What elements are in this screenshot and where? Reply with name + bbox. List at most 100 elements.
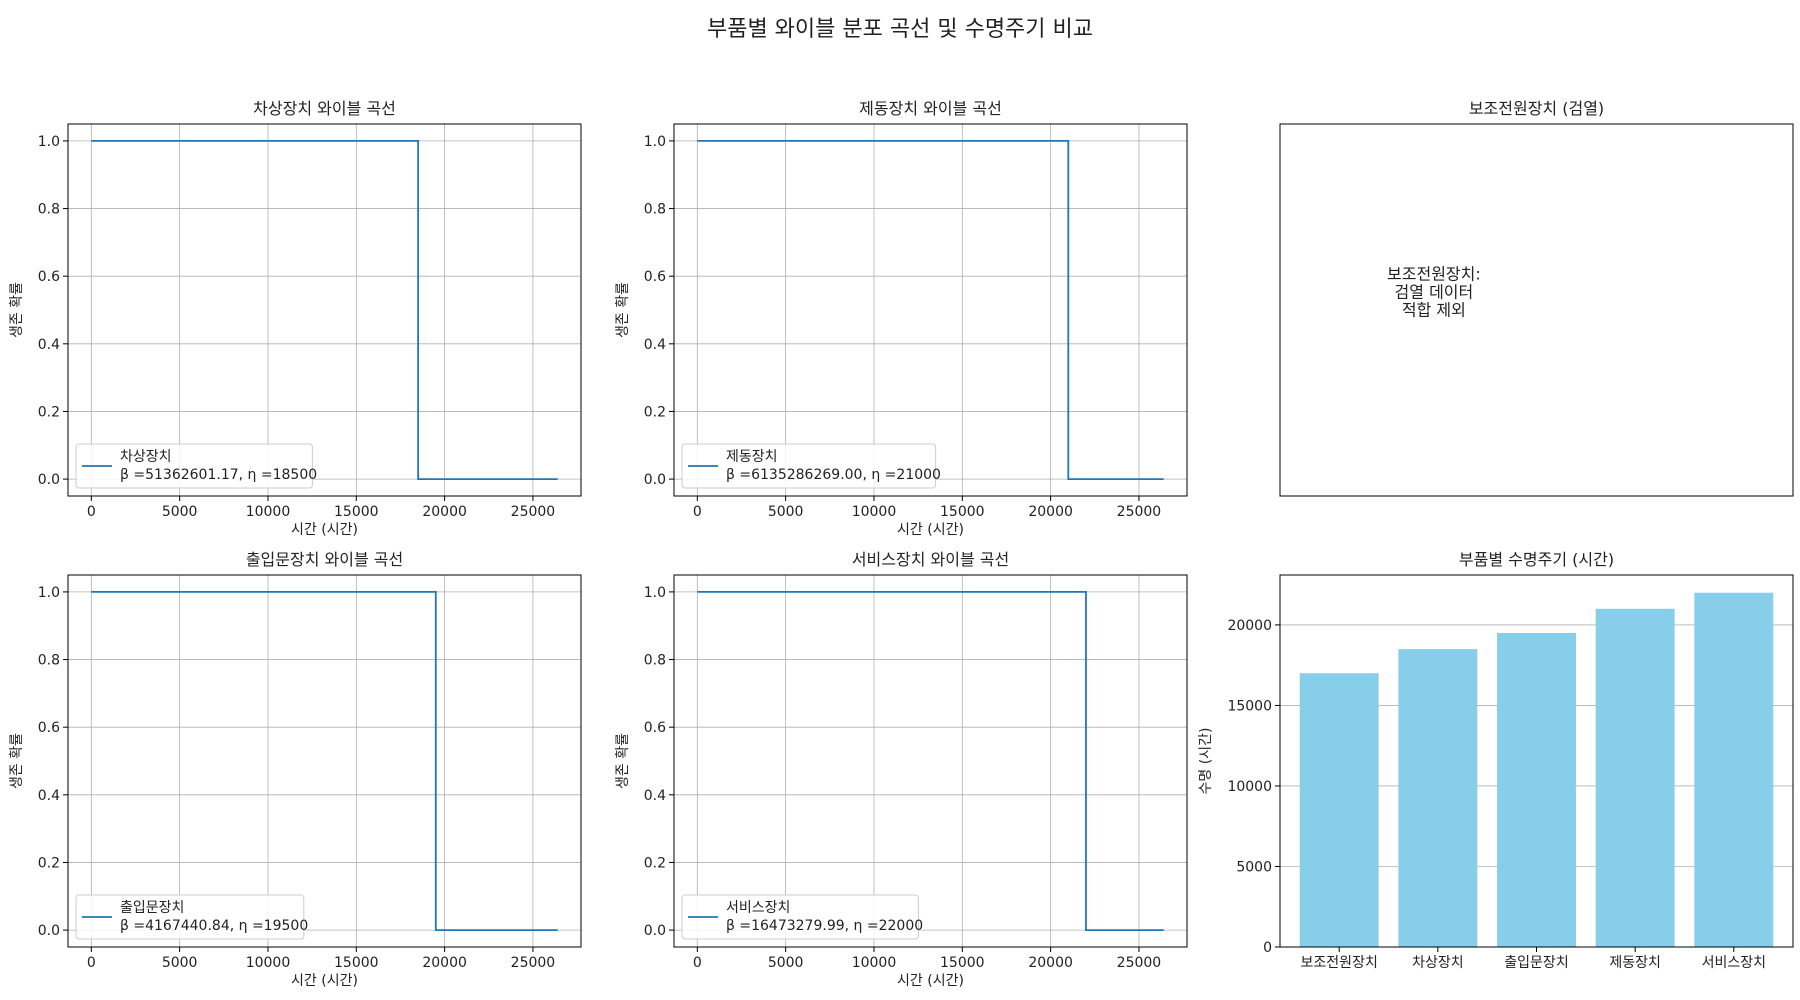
legend-parameters: β =6135286269.00, η =21000 — [726, 467, 941, 483]
axes-frame — [673, 574, 1188, 948]
panels-group: 차상장치 와이블 곡선 0 5000 10000 15000 20000 25000 0.0 0… — [9, 99, 1794, 989]
x-tick-label: 제동장치 — [1609, 955, 1661, 971]
survival-line-제동장치 — [697, 140, 1164, 480]
y-tick-label: 0.8 — [644, 653, 666, 669]
y-tick-label: 0.2 — [644, 855, 666, 871]
x-axis-label: 시간 (시간) — [291, 522, 358, 538]
legend-series-name: 서비스장치 — [726, 900, 790, 916]
y-tick-label: 0.0 — [644, 923, 666, 939]
x-tick-label: 0 — [693, 504, 702, 520]
x-tick-label: 5000 — [768, 504, 804, 520]
x-tick-label: 5000 — [768, 955, 804, 971]
x-tick-label: 서비스장치 — [1702, 955, 1766, 971]
legend-parameters: β =51362601.17, η =18500 — [120, 467, 317, 483]
y-tick-label: 1.0 — [38, 585, 60, 601]
y-tick-label: 0.6 — [644, 269, 666, 285]
y-tick-label: 1.0 — [644, 585, 666, 601]
legend-box — [75, 894, 305, 940]
legend: 서비스장치 β =16473279.99, η =22000 — [681, 894, 923, 940]
y-tick-label: 0.6 — [38, 720, 60, 736]
x-tick-label: 0 — [87, 955, 96, 971]
subplot-p6: 부품별 수명주기 (시간) 보조전원장치 차상장치 출입문장치 제동장치 서비스장치 0 50… — [1198, 550, 1794, 971]
survival-line-차상장치 — [91, 140, 558, 480]
legend-parameters: β =16473279.99, η =22000 — [726, 918, 923, 934]
axes-frame — [67, 574, 582, 948]
x-tick-label: 10000 — [852, 955, 897, 971]
y-axis-label: 수명 (시간) — [1198, 728, 1214, 795]
y-tick-label: 0.8 — [38, 653, 60, 669]
y-tick-label: 0.4 — [644, 788, 666, 804]
x-tick-label: 25000 — [1117, 504, 1162, 520]
x-tick-label: 보조전원장치 — [1301, 955, 1378, 971]
y-tick-label: 1.0 — [38, 134, 60, 150]
x-tick-label: 25000 — [511, 504, 556, 520]
x-tick-label: 5000 — [162, 955, 198, 971]
subplot-title: 부품별 수명주기 (시간) — [1459, 550, 1614, 569]
x-tick-label: 0 — [693, 955, 702, 971]
legend: 차상장치 β =51362601.17, η =18500 — [75, 443, 317, 489]
x-tick-label: 20000 — [422, 955, 467, 971]
y-axis-label: 생존 확률 — [615, 282, 631, 338]
y-tick-label: 1.0 — [644, 134, 666, 150]
x-tick-label: 5000 — [162, 504, 198, 520]
y-tick-label: 0 — [1263, 940, 1272, 956]
legend: 제동장치 β =6135286269.00, η =21000 — [681, 443, 941, 489]
bar-출입문장치 — [1497, 632, 1576, 947]
y-tick-label: 0.6 — [644, 720, 666, 736]
survival-line-출입문장치 — [91, 591, 558, 931]
y-axis-label: 생존 확률 — [615, 733, 631, 789]
censored-note-line: 검열 데이터 — [1395, 282, 1474, 301]
x-axis-label: 시간 (시간) — [897, 522, 964, 538]
x-tick-label: 20000 — [1028, 504, 1073, 520]
y-tick-label: 0.2 — [644, 404, 666, 420]
legend-series-name: 제동장치 — [726, 449, 778, 465]
y-tick-label: 0.2 — [38, 855, 60, 871]
x-tick-label: 출입문장치 — [1504, 955, 1568, 971]
x-tick-label: 15000 — [334, 955, 379, 971]
x-tick-label: 15000 — [940, 504, 985, 520]
subplot-title: 차상장치 와이블 곡선 — [253, 99, 396, 118]
y-tick-label: 20000 — [1227, 618, 1272, 634]
legend-box — [75, 443, 313, 489]
bar-보조전원장치 — [1299, 673, 1379, 947]
subplot-title: 서비스장치 와이블 곡선 — [852, 550, 1009, 569]
subplot-title: 보조전원장치 (검열) — [1469, 99, 1604, 118]
legend-box — [681, 894, 919, 940]
figure-suptitle: 부품별 와이블 분포 곡선 및 수명주기 비교 — [707, 17, 1093, 42]
legend-parameters: β =4167440.84, η =19500 — [120, 918, 308, 934]
subplot-p1: 차상장치 와이블 곡선 0 5000 10000 15000 20000 25000 0.0 0… — [9, 99, 582, 538]
censored-note-line: 보조전원장치: — [1387, 264, 1481, 283]
x-tick-label: 20000 — [422, 504, 467, 520]
censored-note-line: 적합 제외 — [1402, 300, 1466, 319]
y-tick-label: 0.8 — [38, 202, 60, 218]
bar-서비스장치 — [1694, 592, 1774, 947]
x-tick-label: 0 — [87, 504, 96, 520]
y-tick-label: 0.4 — [644, 337, 666, 353]
legend-series-name: 차상장치 — [120, 449, 172, 465]
x-tick-label: 15000 — [940, 955, 985, 971]
subplot-p4: 출입문장치 와이블 곡선 0 5000 10000 15000 20000 25000 0.0… — [9, 550, 582, 989]
x-tick-label: 15000 — [334, 504, 379, 520]
legend-series-name: 출입문장치 — [120, 900, 184, 916]
subplot-title: 제동장치 와이블 곡선 — [859, 99, 1002, 118]
axes-frame — [67, 123, 582, 497]
y-tick-label: 0.6 — [38, 269, 60, 285]
legend: 출입문장치 β =4167440.84, η =19500 — [75, 894, 308, 940]
x-tick-label: 25000 — [511, 955, 556, 971]
survival-line-서비스장치 — [697, 591, 1164, 931]
subplot-title: 출입문장치 와이블 곡선 — [246, 550, 403, 569]
bar-제동장치 — [1595, 608, 1675, 947]
y-axis-label: 생존 확률 — [9, 733, 25, 789]
subplot-p2: 제동장치 와이블 곡선 0 5000 10000 15000 20000 25000 0.0 0… — [615, 99, 1188, 538]
x-tick-label: 차상장치 — [1412, 955, 1464, 971]
x-tick-label: 10000 — [246, 504, 291, 520]
y-axis-label: 생존 확률 — [9, 282, 25, 338]
y-tick-label: 15000 — [1227, 698, 1272, 714]
y-tick-label: 0.4 — [38, 788, 60, 804]
x-tick-label: 25000 — [1117, 955, 1162, 971]
legend-box — [681, 443, 937, 489]
y-tick-label: 0.0 — [38, 472, 60, 488]
y-tick-label: 10000 — [1227, 779, 1272, 795]
